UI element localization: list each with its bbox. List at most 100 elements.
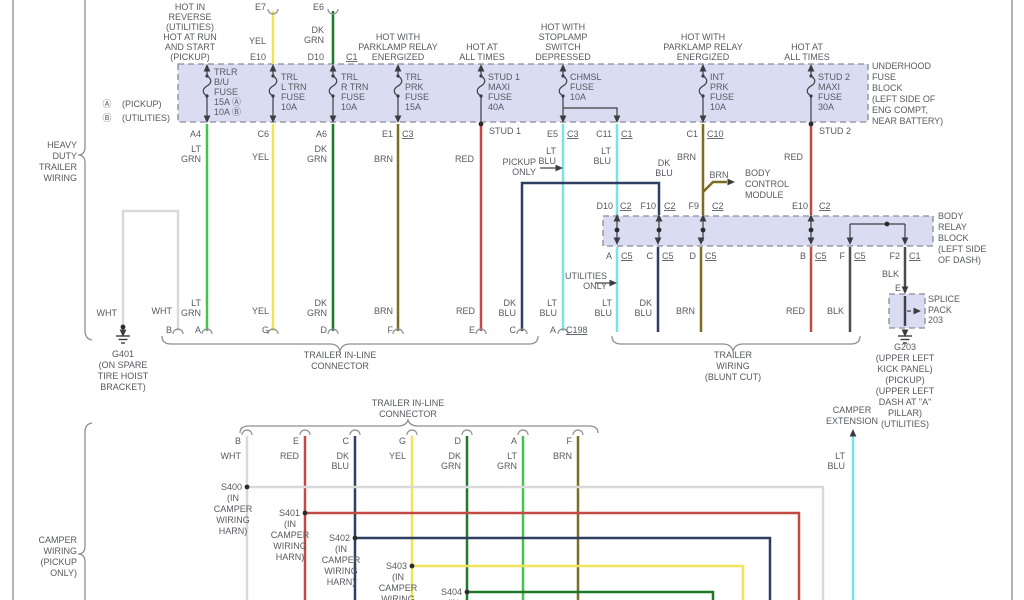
- diagram-label: BLU: [539, 308, 557, 318]
- diagram-label: FUSE: [872, 72, 896, 82]
- connector-arc: [572, 429, 584, 436]
- diagram-label: 10A: [341, 102, 357, 112]
- connector-arc: [267, 8, 279, 15]
- diagram-label: 40A: [488, 102, 504, 112]
- wire-dk_blu: [355, 536, 772, 600]
- junction-dot: [808, 227, 814, 233]
- diagram-label: BLU: [498, 308, 516, 318]
- diagram-label: BODY: [938, 211, 964, 221]
- arrowhead-d: [559, 115, 567, 123]
- fuse-element: [328, 75, 338, 97]
- diagram-label: ENERGIZED: [677, 52, 730, 62]
- connector-arc: [201, 328, 213, 335]
- diagram-label: HOT AT: [791, 42, 823, 52]
- diagram-label: 10A: [710, 102, 726, 112]
- diagram-label: BLU: [655, 168, 673, 178]
- junction-dot: [884, 221, 890, 227]
- diagram-label: HOT WITH: [541, 22, 585, 32]
- diagram-label: WIRING: [44, 173, 78, 183]
- diagram-label: BRN: [677, 152, 696, 162]
- diagram-label: LT: [602, 298, 612, 308]
- diagram-label: C3: [402, 129, 414, 139]
- diagram-label: WHT: [221, 451, 242, 461]
- diagram-label: CAMPER: [271, 530, 310, 540]
- diagram-label: OF DASH): [938, 255, 981, 265]
- arrowhead-u: [329, 64, 337, 72]
- diagram-label: BLU: [538, 156, 556, 166]
- diagram-label: TRLR: [214, 67, 238, 77]
- arrowhead-u: [613, 214, 621, 222]
- connector-arc: [327, 8, 339, 15]
- arrowhead-d: [119, 329, 127, 337]
- diagram-label: BRN: [374, 154, 393, 164]
- diagram-label: STUD 1: [488, 72, 520, 82]
- diagram-label: INT: [710, 72, 725, 82]
- diagram-label: ENG COMPT,: [872, 105, 928, 115]
- fuse-junction-dot: [809, 74, 813, 78]
- diagram-label: (UPPER LEFT: [876, 353, 935, 363]
- group-brace: [77, 0, 93, 341]
- diagram-label: CONNECTOR: [311, 361, 369, 371]
- diagram-label: S401: [279, 508, 300, 518]
- wire-red: [305, 511, 801, 600]
- diagram-label: BLK: [827, 306, 844, 316]
- diagram-label: DEPRESSED: [535, 52, 591, 62]
- diagram-label: BRN: [553, 451, 572, 461]
- junction-dot: [302, 510, 308, 516]
- diagram-label: REVERSE: [168, 12, 211, 22]
- diagram-label: E7: [255, 2, 266, 12]
- diagram-label: (UTILITIES): [166, 22, 214, 32]
- diagram-label: TRL: [341, 72, 358, 82]
- arrowhead-d: [697, 237, 705, 245]
- wire-wht: [247, 485, 825, 600]
- junction-dot: [244, 484, 250, 490]
- diagram-label: RELAY: [938, 222, 967, 232]
- diagram-label: RED: [280, 451, 300, 461]
- diagram-label: SWITCH: [545, 42, 581, 52]
- arrowhead-u: [699, 64, 707, 72]
- diagram-label: F: [840, 251, 846, 261]
- diagram-label: UNDERHOOD: [872, 61, 932, 71]
- diagram-label: LT: [191, 144, 201, 154]
- diagram-label: (IN: [227, 493, 239, 503]
- arrowhead-d: [699, 115, 707, 123]
- diagram-label: HOT AT RUN: [163, 32, 217, 42]
- diagram-label: BRACKET): [100, 382, 146, 392]
- fuse-junction-dot: [205, 74, 209, 78]
- diagram-label: D: [690, 251, 697, 261]
- diagram-label: FUSE: [710, 92, 734, 102]
- diagram-label: BLU: [634, 308, 652, 318]
- diagram-label: WIRING: [324, 566, 358, 576]
- diagram-label: B: [166, 325, 172, 335]
- diagram-label: FUSE: [341, 92, 365, 102]
- diagram-label: DK: [503, 298, 516, 308]
- connector-arc: [406, 429, 418, 436]
- diagram-label: TRL: [281, 72, 298, 82]
- diagram-label: YEL: [252, 306, 269, 316]
- diagram-label: 203: [928, 315, 943, 325]
- diagram-label: TRAILER IN-LINE: [304, 350, 377, 360]
- diagram-label: C: [510, 325, 517, 335]
- fuse-junction-dot: [479, 94, 483, 98]
- diagram-label: ALL TIMES: [459, 52, 505, 62]
- diagram-label: F9: [688, 201, 699, 211]
- diagram-label: E5: [547, 129, 558, 139]
- diagram-label: 15A Ⓐ: [214, 97, 241, 107]
- connector-arc: [299, 429, 311, 436]
- fuse-element: [558, 75, 568, 97]
- junction-dot: [352, 535, 358, 541]
- diagram-label: (LEFT SIDE OF: [872, 94, 936, 104]
- diagram-label: GRN: [441, 461, 461, 471]
- arrowhead-d: [807, 237, 815, 245]
- diagram-label: PILLAR): [888, 408, 922, 418]
- diagram-label: TRAILER IN-LINE: [372, 398, 445, 408]
- arrowhead-u: [477, 64, 485, 72]
- diagram-label: BLU: [593, 156, 611, 166]
- diagram-label: B: [235, 436, 241, 446]
- diagram-label: GRN: [181, 308, 201, 318]
- diagram-label: GRN: [181, 154, 201, 164]
- diagram-label: CAMPER: [379, 583, 418, 593]
- arrowhead-r: [913, 307, 921, 315]
- diagram-label: FUSE: [214, 87, 238, 97]
- arrowhead-d: [901, 286, 909, 294]
